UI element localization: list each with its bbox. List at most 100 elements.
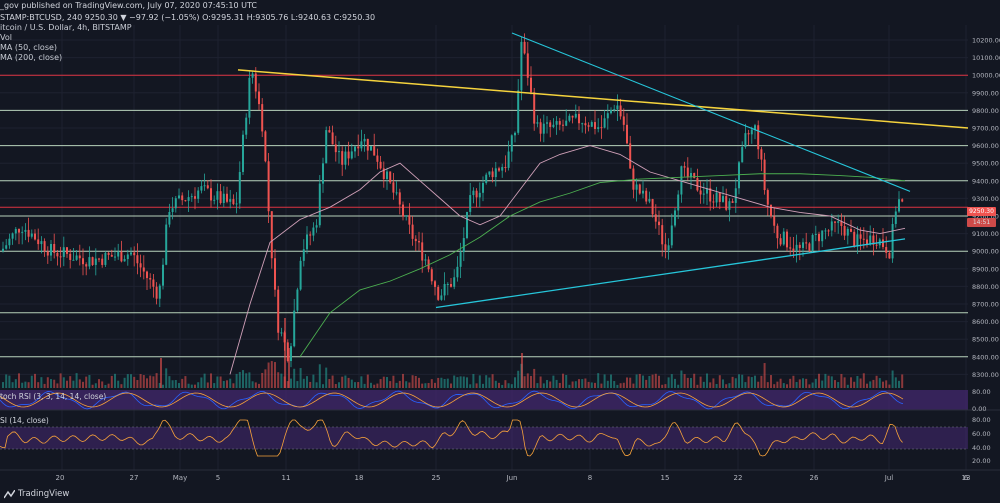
candle-body	[456, 266, 459, 278]
volume-bar	[581, 379, 584, 388]
volume-spike	[521, 353, 523, 388]
volume-bar	[635, 374, 638, 388]
volume-bar	[389, 381, 392, 388]
volume-bar	[219, 376, 222, 388]
volume-bar	[258, 383, 260, 388]
volume-spike	[160, 358, 162, 388]
volume-bar	[213, 383, 216, 388]
price-tick-label: 9000.00	[972, 248, 999, 256]
legend-ma50[interactable]: MA (50, close)	[0, 43, 58, 52]
candle-body	[450, 283, 452, 287]
candle-body	[862, 238, 865, 240]
volume-bar	[302, 378, 305, 388]
volume-bar	[440, 377, 443, 388]
volume-bar	[885, 380, 888, 388]
price-tick-label: 10100.00	[972, 54, 1000, 62]
rsi-label[interactable]: SI (14, close)	[0, 416, 49, 425]
candle-body	[699, 190, 702, 195]
candle-body	[782, 231, 785, 245]
candle-body	[654, 214, 657, 222]
stoch-rsi-label[interactable]: toch RSI (3, 3, 14, 14, close)	[0, 392, 107, 401]
candle-body	[750, 129, 753, 135]
volume-bar	[277, 372, 280, 388]
descending-trendline	[511, 32, 911, 192]
candle-body	[277, 289, 280, 333]
volume-bar	[856, 376, 859, 388]
volume-bar	[862, 373, 865, 388]
volume-bar	[549, 381, 552, 388]
volume-bar	[475, 383, 478, 388]
legend-ma200[interactable]: MA (200, close)	[0, 53, 63, 62]
candle-body	[309, 234, 312, 236]
candle-body	[766, 190, 769, 205]
candle-body	[200, 186, 203, 191]
volume-bar	[152, 376, 155, 388]
volume-bar	[46, 377, 49, 388]
price-tick-label: 8700.00	[972, 301, 999, 309]
volume-bar	[616, 384, 619, 388]
volume-bar	[747, 376, 750, 388]
candle-body	[123, 259, 126, 262]
volume-bar	[267, 362, 270, 388]
volume-bar	[715, 383, 718, 388]
candle-body	[517, 90, 520, 133]
volume-bar	[661, 384, 664, 388]
candle-body	[494, 168, 497, 178]
volume-bar	[158, 382, 161, 388]
candle-body	[267, 161, 270, 212]
volume-bar	[837, 382, 840, 388]
volume-bar	[776, 381, 779, 388]
date-tick-label: 26	[810, 474, 819, 482]
volume-bar	[782, 383, 785, 388]
price-tick-label: 8600.00	[972, 318, 999, 326]
volume-bar	[626, 377, 628, 388]
candle-body	[738, 162, 740, 189]
candle-body	[274, 258, 276, 290]
candle-body	[181, 195, 184, 201]
volume-bar	[882, 381, 884, 388]
volume-bar	[507, 383, 510, 388]
volume-bar	[760, 375, 763, 388]
candle-body	[549, 122, 552, 127]
volume-bar	[722, 379, 724, 388]
volume-bar	[334, 383, 337, 388]
volume-bar	[632, 383, 635, 388]
candle-body	[162, 264, 164, 286]
volume-bar	[155, 373, 158, 388]
candle-body	[232, 199, 235, 205]
candle-body	[405, 215, 408, 217]
candle-body	[696, 178, 699, 191]
volume-bar	[194, 384, 196, 388]
candle-body	[600, 127, 603, 129]
volume-bar	[261, 372, 264, 388]
legend-vol[interactable]: Vol	[0, 33, 12, 42]
volume-bar	[245, 373, 248, 388]
candle-body	[901, 199, 904, 202]
candle-body	[539, 122, 542, 134]
volume-bar	[264, 369, 267, 388]
volume-bar	[638, 373, 641, 388]
volume-bar	[597, 373, 600, 388]
header-info: _gov published on TradingView.com, July …	[0, 0, 375, 22]
volume-bar	[498, 382, 500, 388]
volume-bar	[274, 362, 276, 388]
candle-body	[149, 278, 152, 280]
volume-bar	[72, 380, 75, 388]
candle-body	[680, 166, 683, 195]
volume-bar	[146, 378, 148, 388]
candle-body	[744, 133, 747, 148]
volume-bar	[565, 375, 568, 388]
candle-body	[370, 146, 372, 151]
candle-body	[533, 92, 536, 124]
volume-bar	[891, 370, 894, 388]
candle-body	[802, 242, 804, 248]
volume-bar	[872, 379, 875, 388]
volume-bar	[309, 381, 312, 388]
volume-bar	[850, 377, 852, 388]
volume-bar	[542, 383, 545, 388]
candle-body	[248, 77, 251, 118]
tradingview-brand[interactable]: TradingView	[4, 489, 69, 499]
volume-bar	[584, 378, 587, 388]
volume-bar	[350, 379, 353, 388]
